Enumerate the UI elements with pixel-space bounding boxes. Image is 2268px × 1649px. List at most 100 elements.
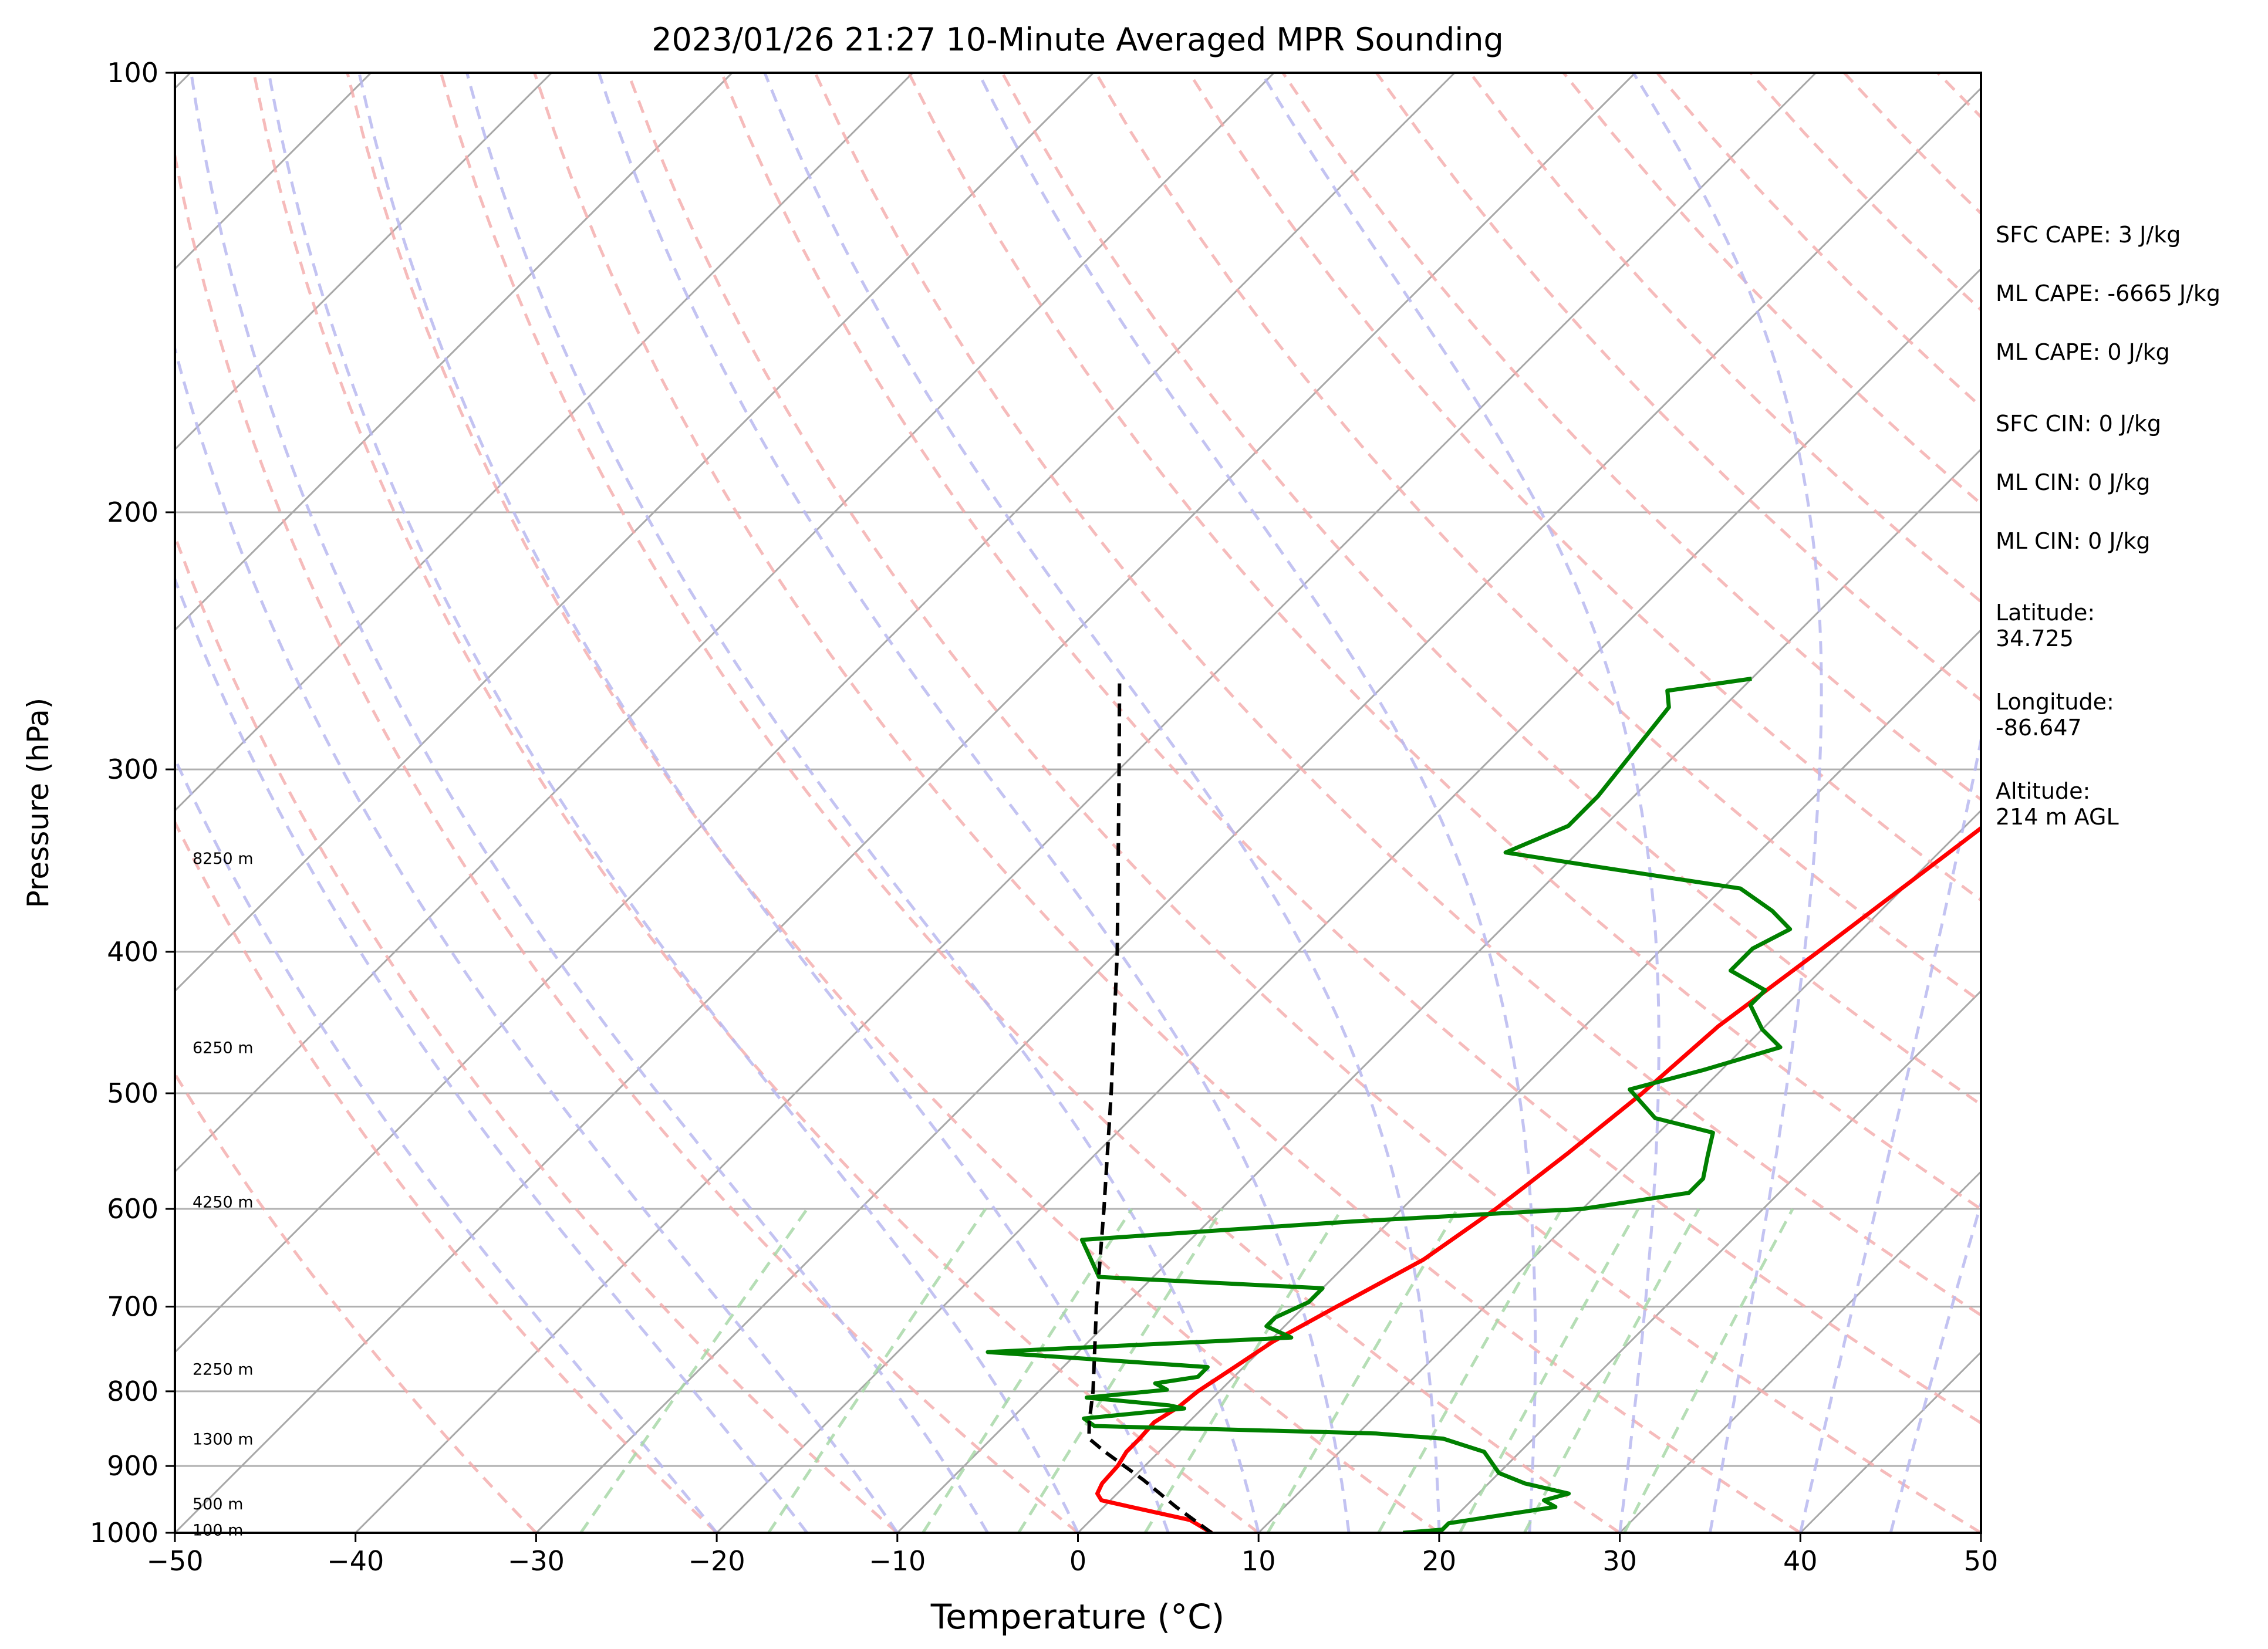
moist-adiabat xyxy=(267,73,1079,1533)
isotherm xyxy=(175,73,1456,1354)
dry-adiabat xyxy=(533,73,1801,1533)
mixing-ratio-line xyxy=(1266,1208,1459,1533)
moist-adiabat xyxy=(1632,73,1823,1533)
isotherm xyxy=(1258,809,1981,1533)
y-tick-label: 400 xyxy=(107,936,158,968)
isotherm xyxy=(1619,1170,1981,1533)
moist-adiabat xyxy=(357,73,1170,1533)
y-tick-label: 1000 xyxy=(90,1517,158,1549)
dry-adiabat xyxy=(720,73,1981,1425)
x-tick-label: −10 xyxy=(869,1545,926,1577)
moist-adiabat xyxy=(175,343,899,1533)
isotherm xyxy=(1438,989,1981,1533)
x-tick-label: 40 xyxy=(1783,1545,1818,1577)
moist-adiabat xyxy=(977,73,1537,1533)
dry-adiabat xyxy=(175,1071,538,1533)
height-label: 6250 m xyxy=(193,1039,254,1057)
height-label: 8250 m xyxy=(193,850,254,868)
height-label: 2250 m xyxy=(193,1360,254,1378)
height-label: 1300 m xyxy=(193,1431,254,1449)
mixing-ratio-line xyxy=(1017,1208,1224,1533)
mixing-ratio-line xyxy=(1377,1208,1563,1533)
longitude: Longitude: -86.647 xyxy=(1996,689,2114,741)
y-tick-label: 100 xyxy=(107,57,158,89)
dewpoint-trace xyxy=(986,677,1793,1533)
moist-adiabat xyxy=(175,755,718,1533)
ml-cape-2: ML CAPE: 0 J/kg xyxy=(1996,339,2170,365)
sfc-cin: SFC CIN: 0 J/kg xyxy=(1996,411,2162,437)
dry-adiabat xyxy=(346,73,1440,1533)
x-tick-label: −40 xyxy=(327,1545,384,1577)
mixing-ratio-line xyxy=(1623,1208,1794,1533)
height-label: 4250 m xyxy=(193,1193,254,1211)
height-label: 500 m xyxy=(193,1495,243,1513)
ml-cape: ML CAPE: -6665 J/kg xyxy=(1996,281,2221,306)
plot-frame xyxy=(174,72,1982,1534)
altitude: Altitude: 214 m AGL xyxy=(1996,778,2119,830)
ml-cin-2: ML CIN: 0 J/kg xyxy=(1996,528,2151,554)
x-tick-label: −50 xyxy=(146,1545,203,1577)
latitude: Latitude: 34.725 xyxy=(1996,600,2095,651)
isotherm xyxy=(716,267,1981,1533)
dry-adiabat xyxy=(907,73,1981,1211)
axes: −50 −40 −30 −20 −10 0 10 20 30 40 50 100 200 300 400 50… xyxy=(90,57,1998,1577)
x-tick-label: −30 xyxy=(508,1545,565,1577)
height-labels: 100 m 500 m 1300 m 2250 m 4250 m 6250 m 8250 m xyxy=(193,850,254,1539)
moist-adiabat xyxy=(1260,73,1661,1533)
chart-title: 2023/01/26 21:27 10-Minute Averaged MPR … xyxy=(652,21,1504,58)
isotherm xyxy=(0,73,10,1533)
plot-area xyxy=(0,73,1981,1533)
x-tick-label: −20 xyxy=(689,1545,745,1577)
y-tick-label: 700 xyxy=(107,1291,158,1323)
x-tick-label: 10 xyxy=(1241,1545,1276,1577)
y-tick-label: 500 xyxy=(107,1077,158,1109)
x-tick-label: 50 xyxy=(1964,1545,1999,1577)
dry-adiabat xyxy=(175,532,899,1533)
isotherm xyxy=(175,73,372,271)
mixing-ratio-line xyxy=(579,1208,809,1533)
x-tick-label: 30 xyxy=(1602,1545,1637,1577)
ml-cin: ML CIN: 0 J/kg xyxy=(1996,469,2151,495)
y-tick-label: 600 xyxy=(107,1193,158,1225)
moist-adiabat xyxy=(597,73,1351,1533)
moist-adiabat xyxy=(763,73,1441,1533)
moist-adiabat xyxy=(1889,1198,1981,1533)
x-tick-label: 0 xyxy=(1069,1545,1086,1577)
mixing-ratio-line xyxy=(922,1208,1133,1533)
mixing-ratio-line xyxy=(1143,1208,1344,1533)
dry-adiabat xyxy=(626,73,1981,1533)
sfc-cape: SFC CAPE: 3 J/kg xyxy=(1996,222,2181,248)
y-tick-label: 900 xyxy=(107,1450,158,1482)
dry-adiabat xyxy=(252,73,1260,1533)
x-axis-label: Temperature (°C) xyxy=(930,1597,1225,1637)
y-tick-label: 800 xyxy=(107,1376,158,1407)
mixing-ratio-line xyxy=(767,1208,987,1533)
moist-adiabat xyxy=(465,73,1260,1533)
moist-adiabat xyxy=(1798,732,1981,1533)
dry-adiabat xyxy=(814,73,1981,1317)
isotherm xyxy=(175,73,1275,1173)
x-tick-label: 20 xyxy=(1422,1545,1457,1577)
dry-adiabat xyxy=(175,148,1079,1533)
dry-adiabat xyxy=(175,819,718,1533)
moist-adiabat xyxy=(175,575,808,1533)
isotherm xyxy=(355,73,1817,1533)
dry-adiabat xyxy=(1094,73,1981,1004)
isotherm xyxy=(175,73,914,812)
dry-adiabat xyxy=(1001,73,1981,1107)
dry-adiabat xyxy=(1281,73,1981,802)
y-tick-label: 200 xyxy=(107,496,158,528)
y-tick-label: 300 xyxy=(107,753,158,785)
isotherm xyxy=(535,87,1981,1533)
isotherm xyxy=(175,73,1094,993)
dry-adiabat xyxy=(439,73,1621,1533)
temperature-trace xyxy=(1095,825,1981,1533)
isotherm xyxy=(175,73,733,631)
parcel-profile xyxy=(1087,678,1213,1533)
moist-adiabat xyxy=(190,73,989,1533)
height-label: 100 m xyxy=(193,1522,243,1540)
mixing-ratio-line xyxy=(1458,1208,1640,1533)
isotherm xyxy=(896,448,1981,1533)
isotherm xyxy=(175,73,1636,1533)
